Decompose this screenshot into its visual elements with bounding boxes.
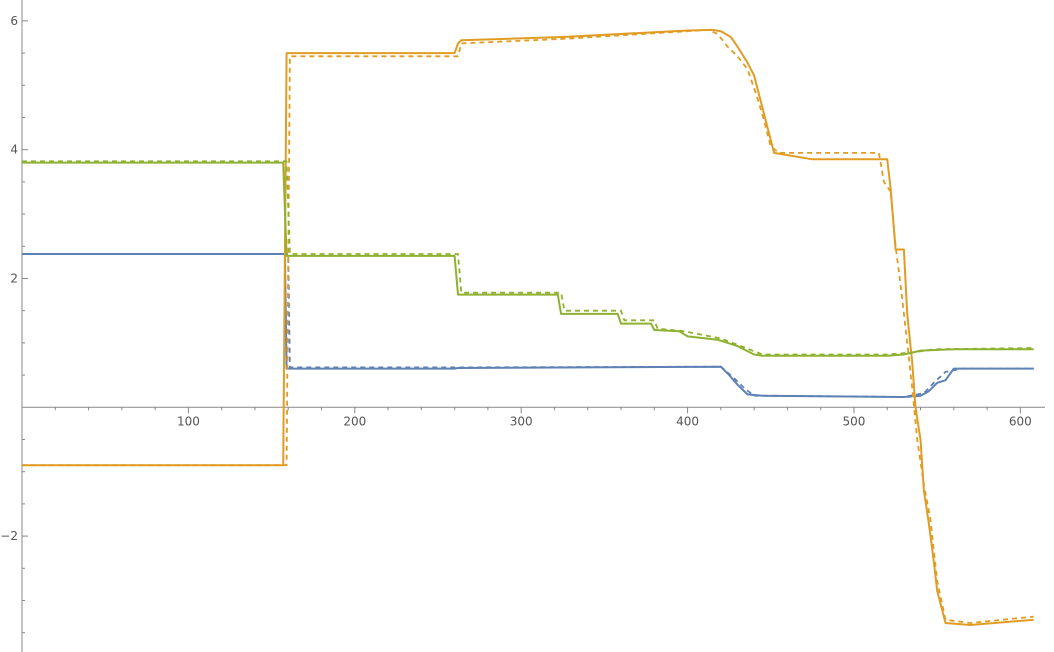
y-tick-label: 2: [10, 271, 18, 285]
series-line-5-solid: [22, 161, 1034, 357]
series-line-1-solid: [22, 253, 1034, 398]
x-tick-label: 300: [510, 414, 533, 428]
x-tick-label: 200: [343, 414, 366, 428]
x-tick-label: 500: [843, 414, 866, 428]
y-tick-label: −2: [0, 529, 18, 543]
series-layer: [22, 28, 1034, 626]
x-tick-label: 100: [177, 414, 200, 428]
series-line-2-dashed: [22, 253, 1034, 398]
x-tick-label: 400: [676, 414, 699, 428]
x-tick-label: 600: [1009, 414, 1032, 428]
y-tick-label: 4: [10, 143, 18, 157]
series-line-3-solid: [22, 28, 1034, 626]
y-tick-label: 6: [10, 14, 18, 28]
series-line-4-dashed: [22, 29, 1034, 624]
series-line-6-dashed: [22, 160, 1034, 356]
